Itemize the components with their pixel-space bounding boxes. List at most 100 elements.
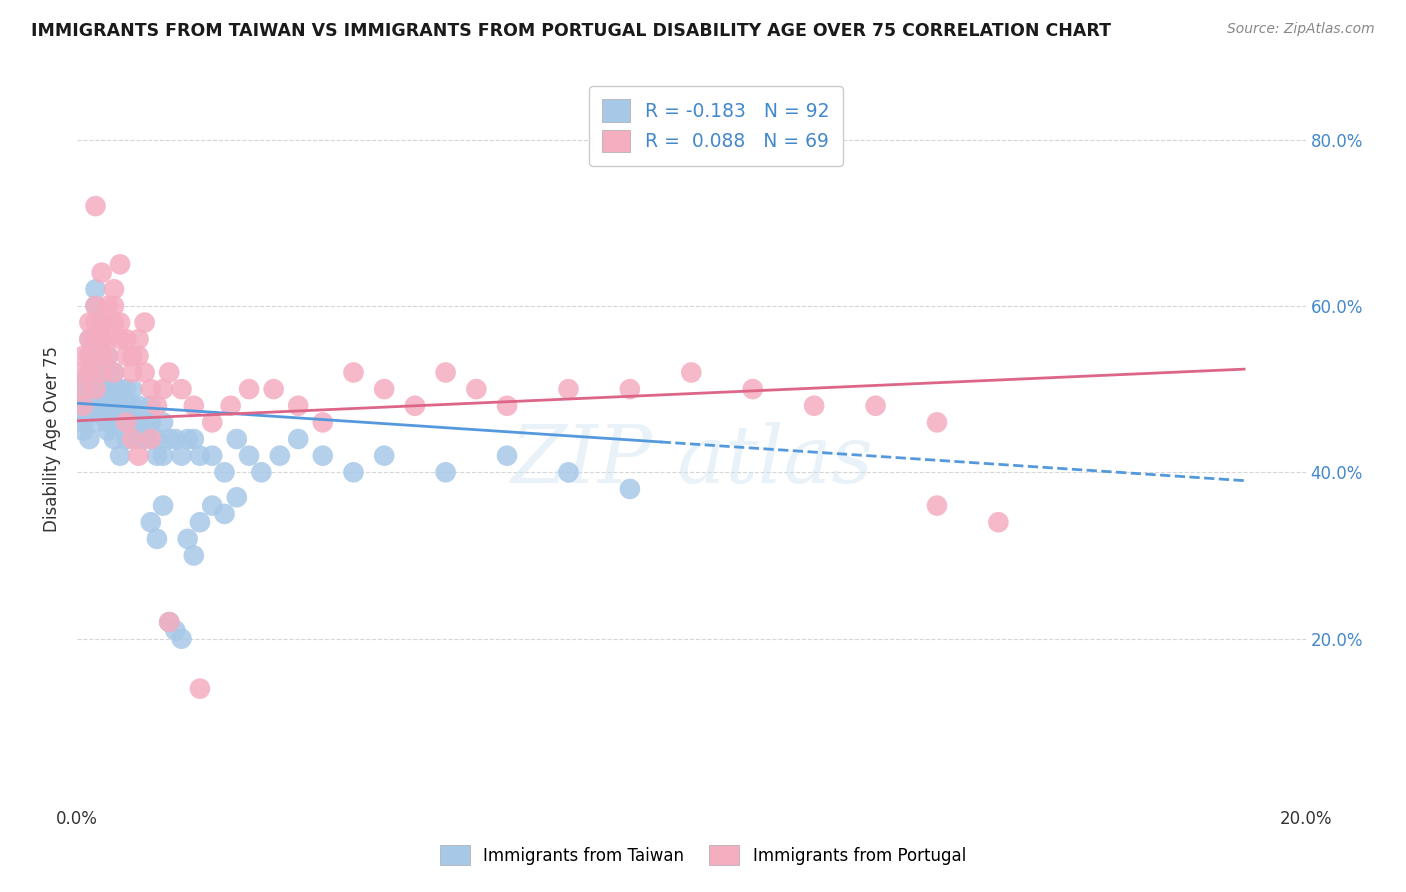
Point xyxy=(557,465,579,479)
Point xyxy=(103,432,125,446)
Point xyxy=(139,515,162,529)
Point xyxy=(108,257,131,271)
Point xyxy=(79,349,101,363)
Point xyxy=(146,449,169,463)
Point xyxy=(238,449,260,463)
Point xyxy=(176,432,198,446)
Point xyxy=(90,332,112,346)
Point xyxy=(79,349,101,363)
Point xyxy=(121,349,143,363)
Point xyxy=(79,391,101,405)
Point xyxy=(188,449,211,463)
Point xyxy=(121,416,143,430)
Point xyxy=(170,632,193,646)
Point xyxy=(108,399,131,413)
Point xyxy=(128,416,150,430)
Point xyxy=(121,366,143,380)
Legend: Immigrants from Taiwan, Immigrants from Portugal: Immigrants from Taiwan, Immigrants from … xyxy=(432,837,974,873)
Point xyxy=(84,299,107,313)
Text: IMMIGRANTS FROM TAIWAN VS IMMIGRANTS FROM PORTUGAL DISABILITY AGE OVER 75 CORREL: IMMIGRANTS FROM TAIWAN VS IMMIGRANTS FRO… xyxy=(31,22,1111,40)
Point xyxy=(79,366,101,380)
Point xyxy=(108,382,131,396)
Point xyxy=(157,615,180,629)
Point xyxy=(496,449,519,463)
Point xyxy=(139,382,162,396)
Point xyxy=(134,416,156,430)
Point xyxy=(134,432,156,446)
Point xyxy=(263,382,285,396)
Point xyxy=(219,399,242,413)
Point xyxy=(79,382,101,396)
Point xyxy=(925,499,948,513)
Point xyxy=(97,399,120,413)
Point xyxy=(79,432,101,446)
Point xyxy=(97,366,120,380)
Point xyxy=(90,349,112,363)
Text: Source: ZipAtlas.com: Source: ZipAtlas.com xyxy=(1227,22,1375,37)
Point xyxy=(434,366,457,380)
Point xyxy=(741,382,763,396)
Point xyxy=(201,416,224,430)
Y-axis label: Disability Age Over 75: Disability Age Over 75 xyxy=(44,346,60,532)
Point xyxy=(72,382,94,396)
Point xyxy=(108,332,131,346)
Point xyxy=(128,399,150,413)
Point xyxy=(152,499,174,513)
Point xyxy=(90,332,112,346)
Point xyxy=(134,316,156,330)
Point xyxy=(97,316,120,330)
Point xyxy=(84,382,107,396)
Point xyxy=(157,615,180,629)
Point xyxy=(342,465,364,479)
Point xyxy=(225,432,247,446)
Point xyxy=(183,549,205,563)
Point xyxy=(183,399,205,413)
Point xyxy=(97,382,120,396)
Legend: R = -0.183   N = 92, R =  0.088   N = 69: R = -0.183 N = 92, R = 0.088 N = 69 xyxy=(589,86,842,166)
Point xyxy=(115,349,138,363)
Point xyxy=(925,416,948,430)
Point xyxy=(557,382,579,396)
Point xyxy=(121,432,143,446)
Point xyxy=(103,282,125,296)
Point xyxy=(681,366,703,380)
Point xyxy=(103,366,125,380)
Point xyxy=(152,449,174,463)
Point xyxy=(84,382,107,396)
Point xyxy=(373,382,395,396)
Point xyxy=(269,449,291,463)
Point xyxy=(72,407,94,421)
Point xyxy=(84,366,107,380)
Point xyxy=(79,332,101,346)
Point xyxy=(619,382,641,396)
Point xyxy=(72,399,94,413)
Point xyxy=(72,399,94,413)
Point xyxy=(225,490,247,504)
Point xyxy=(987,515,1010,529)
Point xyxy=(115,382,138,396)
Point xyxy=(90,266,112,280)
Point xyxy=(90,366,112,380)
Point xyxy=(103,382,125,396)
Point xyxy=(146,399,169,413)
Point xyxy=(103,416,125,430)
Point xyxy=(103,299,125,313)
Point xyxy=(72,349,94,363)
Point xyxy=(128,432,150,446)
Point xyxy=(84,349,107,363)
Point xyxy=(115,432,138,446)
Point xyxy=(90,407,112,421)
Point xyxy=(121,382,143,396)
Point xyxy=(152,382,174,396)
Point xyxy=(97,416,120,430)
Point xyxy=(97,349,120,363)
Point xyxy=(90,382,112,396)
Point xyxy=(84,332,107,346)
Point xyxy=(97,299,120,313)
Point xyxy=(183,432,205,446)
Point xyxy=(170,449,193,463)
Point xyxy=(139,399,162,413)
Point xyxy=(157,366,180,380)
Point xyxy=(121,399,143,413)
Point xyxy=(803,399,825,413)
